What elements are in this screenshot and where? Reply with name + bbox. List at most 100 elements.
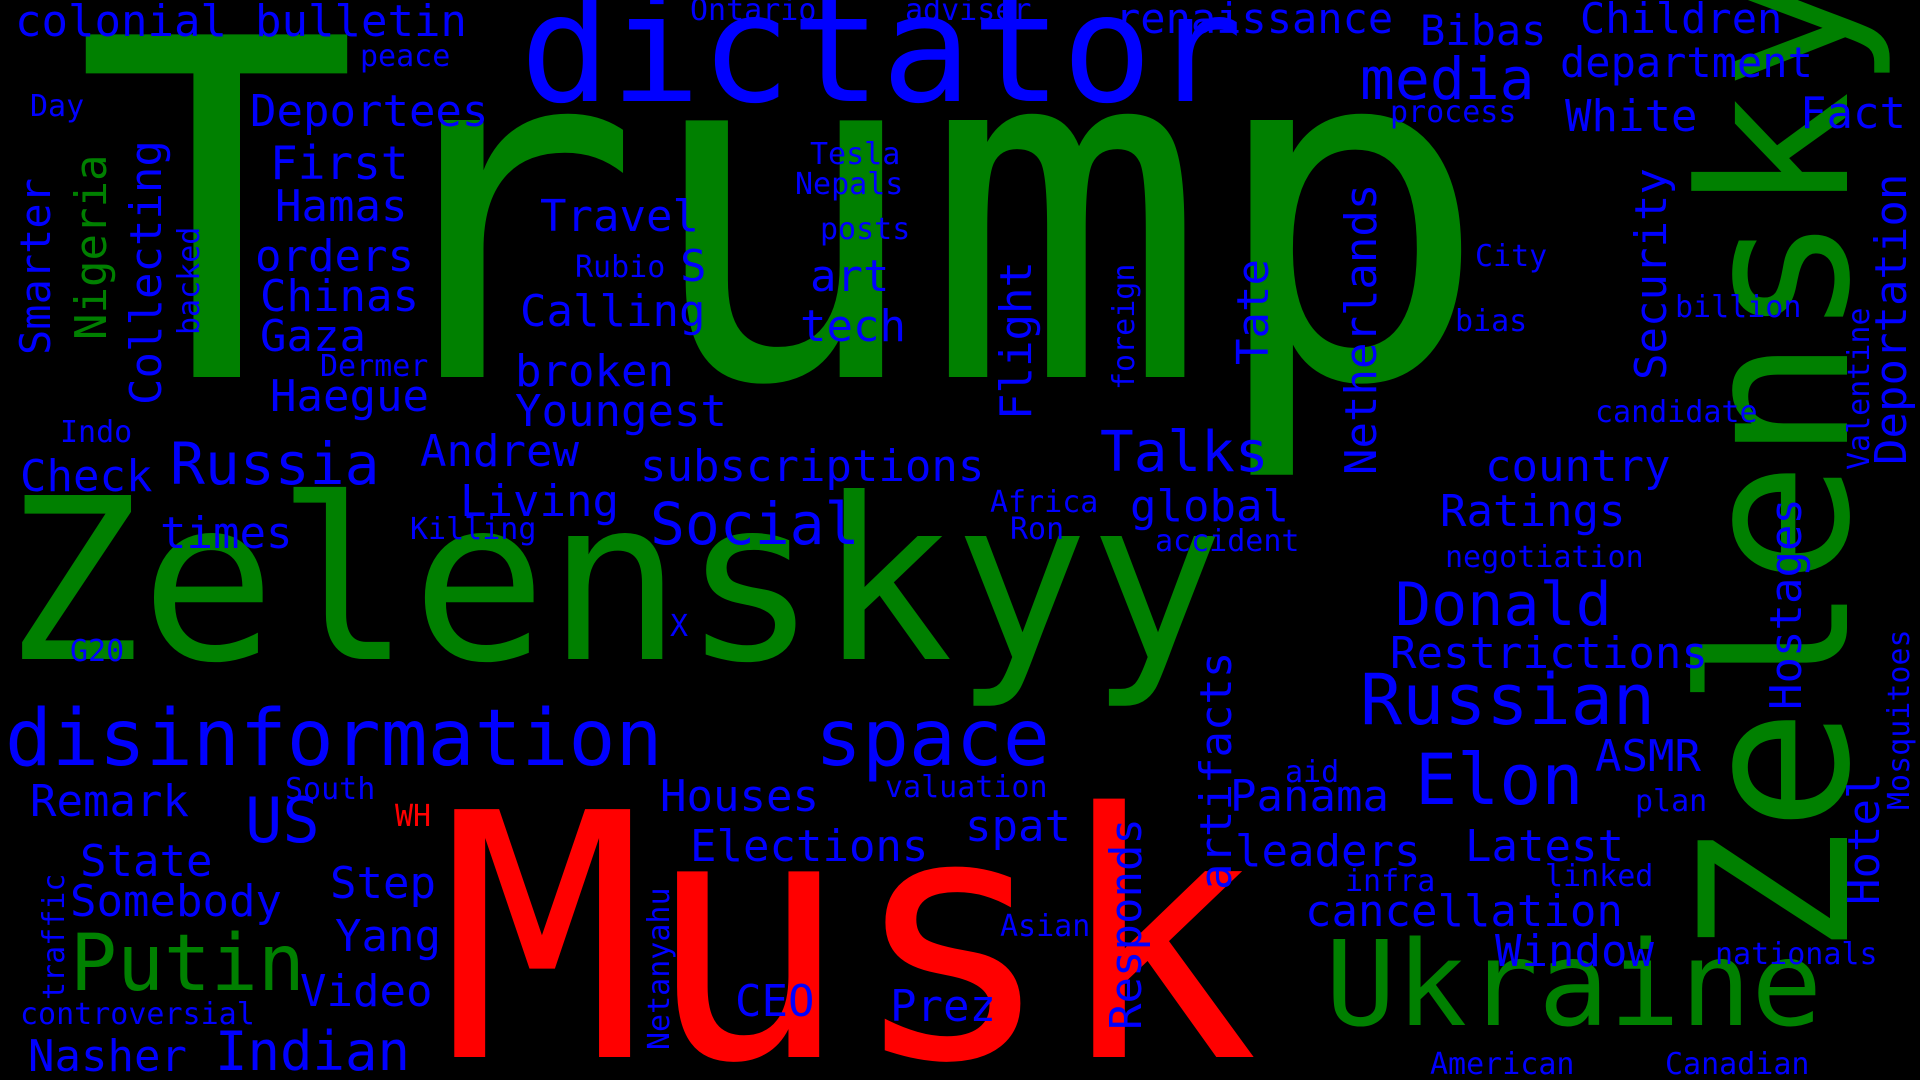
word-negotiation: negotiation bbox=[1445, 540, 1644, 575]
word-flight: Flight bbox=[991, 261, 1042, 420]
word-remark: Remark bbox=[30, 776, 189, 827]
word-media: media bbox=[1360, 45, 1535, 113]
word-netanyahu: Netanyahu bbox=[642, 887, 677, 1050]
word-talks: Talks bbox=[1100, 420, 1269, 485]
word-youngest: Youngest bbox=[515, 386, 727, 437]
word-elon: Elon bbox=[1415, 739, 1584, 821]
word-ron: Ron bbox=[1010, 512, 1065, 547]
word-country: country bbox=[1485, 441, 1671, 492]
word-responds: Responds bbox=[1101, 818, 1152, 1030]
word-department: department bbox=[1560, 38, 1813, 87]
word-hostages: Hostages bbox=[1761, 498, 1812, 710]
word-panama: Panama bbox=[1230, 771, 1389, 822]
word-art: art bbox=[810, 251, 890, 302]
word-security: Security bbox=[1626, 168, 1677, 380]
word-candidate: candidate bbox=[1595, 395, 1758, 430]
word-russian: Russian bbox=[1360, 659, 1656, 741]
word-subscriptions: subscriptions bbox=[640, 441, 985, 492]
word-window: Window bbox=[1495, 926, 1654, 977]
word-times: times bbox=[160, 508, 293, 559]
word-global: global bbox=[1130, 481, 1289, 532]
word-valuation: valuation bbox=[885, 770, 1048, 805]
word-state: State bbox=[80, 836, 213, 887]
word-s: S bbox=[680, 241, 707, 292]
word-spat: spat bbox=[965, 801, 1071, 852]
word-day: Day bbox=[30, 89, 85, 124]
word-smarter: Smarter bbox=[11, 177, 60, 355]
word-asmr: ASMR bbox=[1595, 731, 1701, 782]
word-travel: Travel bbox=[540, 191, 699, 242]
word-indo: Indo bbox=[60, 415, 133, 450]
word-ceo: CEO bbox=[735, 976, 815, 1027]
word-broken: broken bbox=[515, 346, 674, 397]
word-chinas: Chinas bbox=[260, 271, 419, 322]
word-x: X bbox=[670, 609, 689, 644]
word-bulletin: bulletin bbox=[255, 0, 467, 47]
word-haegue: Haegue bbox=[270, 371, 429, 422]
word-zelenskyy: Zelenskyy bbox=[5, 451, 1225, 713]
word-renaissance: renaissance bbox=[1115, 0, 1394, 43]
word-prez: Prez bbox=[890, 981, 996, 1032]
word-ukraine: Ukraine bbox=[1325, 915, 1823, 1053]
word-controversial: controversial bbox=[20, 997, 255, 1032]
word-collecting: Collecting bbox=[121, 140, 172, 405]
word-ontario: Ontario bbox=[690, 0, 817, 28]
word-hamas: Hamas bbox=[275, 181, 408, 232]
word-billion: billion bbox=[1675, 290, 1802, 325]
word-tesla: Tesla bbox=[810, 137, 901, 172]
word-infra: infra bbox=[1345, 864, 1436, 899]
word-south: South bbox=[285, 772, 376, 807]
word-foreign: foreign bbox=[1107, 263, 1142, 390]
word-colonial: colonial bbox=[15, 0, 227, 47]
word-ratings: Ratings bbox=[1440, 486, 1626, 537]
word-putin: Putin bbox=[70, 919, 305, 1009]
word-space: space bbox=[815, 694, 1050, 784]
word-nepals: Nepals bbox=[795, 167, 904, 202]
word-disinformation: disinformation bbox=[5, 694, 663, 784]
word-africa: Africa bbox=[990, 485, 1099, 520]
word-g20: G20 bbox=[70, 634, 125, 669]
word-us: US bbox=[245, 784, 320, 857]
word-nigeria: Nigeria bbox=[66, 154, 117, 340]
word-somebody: Somebody bbox=[70, 876, 282, 927]
word-leaders: leaders bbox=[1235, 826, 1421, 877]
word-backed: backed bbox=[172, 226, 207, 335]
word-plan: plan bbox=[1635, 784, 1708, 819]
word-aid: aid bbox=[1285, 755, 1340, 790]
word-hotel: Hotel bbox=[1839, 772, 1890, 905]
word-deportees: Deportees bbox=[250, 86, 489, 137]
word-wh: WH bbox=[395, 799, 432, 834]
word-calling: Calling bbox=[520, 286, 706, 337]
word-dictator: dictator bbox=[520, 0, 1243, 137]
word-latest: Latest bbox=[1465, 821, 1624, 872]
word-nationals: nationals bbox=[1715, 937, 1878, 972]
word-gaza: Gaza bbox=[260, 311, 366, 362]
word-first: First bbox=[270, 136, 409, 190]
word-elections: Elections bbox=[690, 821, 929, 872]
word-netherlands: Netherlands bbox=[1336, 183, 1387, 475]
word-tech: tech bbox=[800, 301, 906, 352]
word-canadian: Canadian bbox=[1665, 1047, 1810, 1080]
word-tate: Tate bbox=[1228, 259, 1279, 365]
word-dermer: Dermer bbox=[320, 349, 429, 384]
word-check: Check bbox=[20, 451, 153, 502]
word-andrew: Andrew bbox=[420, 426, 579, 477]
word-step: Step bbox=[330, 858, 436, 909]
word-linked: linked bbox=[1545, 859, 1654, 894]
word-valentine: Valentine bbox=[1842, 307, 1877, 470]
word-living: Living bbox=[460, 476, 619, 527]
word-bibas: Bibas bbox=[1420, 6, 1547, 55]
word-russia: Russia bbox=[170, 430, 380, 498]
word-houses: Houses bbox=[660, 771, 819, 822]
word-traffic: traffic bbox=[37, 873, 72, 1000]
word-video: Video bbox=[300, 966, 433, 1017]
word-trump: Trump bbox=[75, 0, 1490, 488]
word-asian: Asian bbox=[1000, 909, 1091, 944]
word-process: process bbox=[1390, 95, 1517, 130]
word-bias: bias bbox=[1455, 304, 1528, 339]
word-peace: peace bbox=[360, 39, 451, 74]
word-adviser: adviser bbox=[905, 0, 1032, 28]
word-donald: Donald bbox=[1395, 570, 1612, 640]
word-restrictions: Restrictions bbox=[1390, 628, 1708, 679]
